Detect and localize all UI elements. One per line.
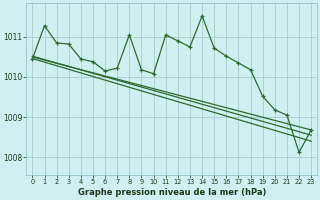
X-axis label: Graphe pression niveau de la mer (hPa): Graphe pression niveau de la mer (hPa)	[77, 188, 266, 197]
